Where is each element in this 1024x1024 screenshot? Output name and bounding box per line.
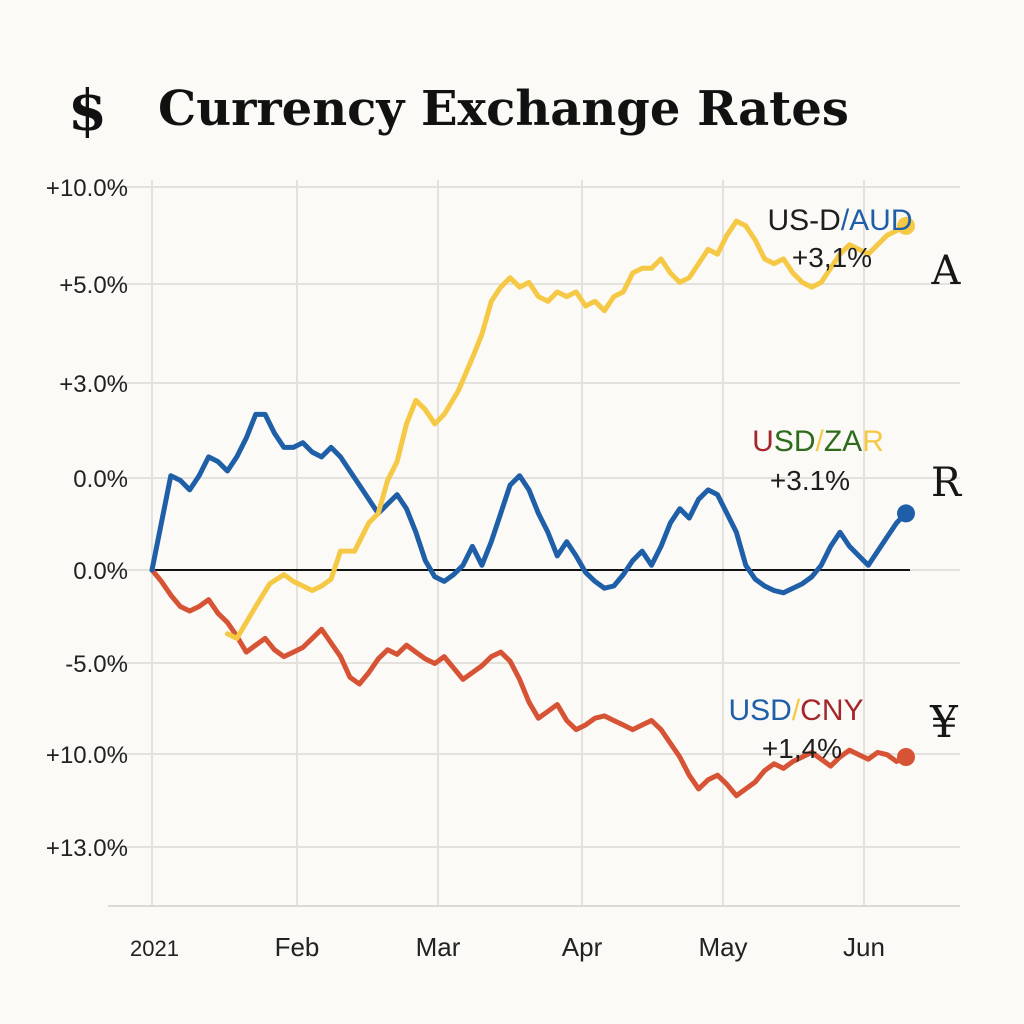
usd-cny-label-part: / xyxy=(792,694,801,727)
y-tick-label: +5.0% xyxy=(59,272,128,299)
usd-cny-label-part: CNY xyxy=(800,694,863,727)
usd-zar-end-point xyxy=(897,504,915,523)
chart-title: Currency Exchange Rates xyxy=(158,81,849,137)
x-tick-label: Jun xyxy=(843,932,885,962)
y-axis: +10.0% +5.0% +3.0% 0.0% 0.0% -5.0% +10.0% +13.0… xyxy=(46,175,128,862)
x-tick-label: Apr xyxy=(562,932,603,962)
usd-zar-label: USD/ZAR xyxy=(752,425,884,458)
x-tick-label: Feb xyxy=(275,932,320,962)
usd-zar-label-part: R xyxy=(862,425,884,458)
usd-cny-change: +1,4% xyxy=(762,733,842,764)
usd-zar-change: +3.1% xyxy=(770,465,850,496)
usd-zar-label-part: / xyxy=(816,425,825,458)
usd-aud-change: +3,1% xyxy=(792,242,872,273)
usd-aud-line xyxy=(224,218,909,641)
y-tick-label: +10.0% xyxy=(46,175,128,202)
aud-currency-symbol: A xyxy=(931,248,962,294)
y-tick-label: +13.0% xyxy=(46,835,128,862)
usd-cny-label-part: USD xyxy=(728,694,791,727)
usd-aud-end-point xyxy=(897,216,915,235)
usd-zar-label-part: ZA xyxy=(824,425,862,458)
x-tick-label: 2021 xyxy=(130,936,179,961)
usd-aud-label-part: AUD xyxy=(849,204,912,237)
usd-zar-line xyxy=(149,411,909,596)
y-tick-label: -5.0% xyxy=(65,651,128,678)
usd-cny-label: USD/CNY xyxy=(728,694,863,727)
y-tick-label: +3.0% xyxy=(59,371,128,398)
usd-aud-label-part: US-D xyxy=(767,204,840,237)
usd-aud-label-part: / xyxy=(841,204,850,237)
x-tick-label: Mar xyxy=(416,932,461,962)
zar-currency-symbol: R xyxy=(931,460,963,506)
series-layer xyxy=(149,216,915,799)
x-axis: 2021 Feb Mar Apr May Jun xyxy=(108,905,960,962)
y-tick-label: 0.0% xyxy=(73,466,128,493)
yuan-currency-symbol: ¥ xyxy=(929,697,959,748)
usd-zar-label-part: U xyxy=(752,425,774,458)
dollar-sign-icon: $ xyxy=(68,78,107,144)
usd-aud-label: US-D/AUD xyxy=(767,204,912,237)
y-tick-label: 0.0% xyxy=(73,558,128,585)
usd-zar-label-part: SD xyxy=(774,425,816,458)
usd-cny-end-point xyxy=(897,748,915,766)
usd-cny-line xyxy=(149,567,909,799)
y-tick-label: +10.0% xyxy=(46,742,128,769)
x-tick-label: May xyxy=(698,932,747,962)
